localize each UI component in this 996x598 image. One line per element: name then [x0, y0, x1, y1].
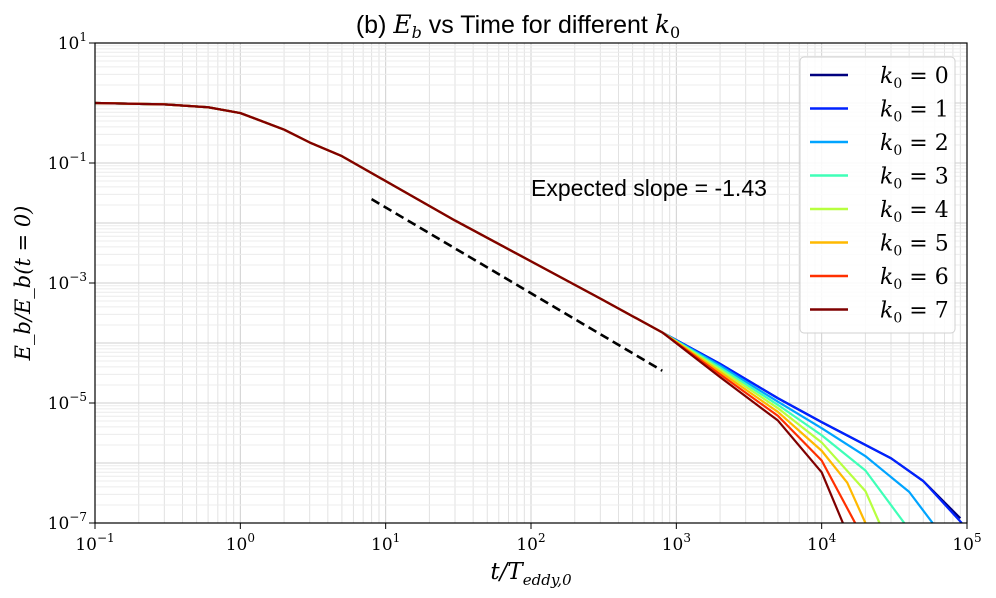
legend-equals: =: [902, 232, 934, 257]
legend-label-k0-0: k0 = 0: [880, 64, 949, 92]
x-tick-label-base: 10: [807, 535, 829, 555]
legend-k-sub: 0: [893, 210, 902, 226]
y-tick-label-exponent: −1: [69, 150, 87, 164]
legend-value: 3: [935, 165, 949, 190]
legend-k: k: [880, 64, 893, 89]
chart-title: (b) Eb vs Time for different k0: [356, 10, 680, 42]
x-tick-label-exponent: 0: [247, 531, 255, 545]
legend-label-k0-2: k0 = 2: [880, 131, 949, 159]
x-tick-label: 10−1: [75, 531, 114, 555]
legend-equals: =: [902, 165, 934, 190]
legend-k-sub: 0: [893, 110, 902, 126]
x-tick-label: 105: [952, 531, 981, 555]
y-tick-label: 10−1: [48, 150, 87, 174]
x-tick-label-base: 10: [75, 535, 97, 555]
expected-slope-line: [370, 198, 663, 372]
legend-equals: =: [902, 131, 934, 156]
y-tick-label-base: 10: [48, 394, 70, 414]
title-prefix: (b): [356, 11, 394, 39]
legend-k-sub: 0: [893, 177, 902, 193]
y-tick-label-exponent: −5: [69, 390, 87, 404]
legend-k: k: [880, 232, 893, 257]
legend-equals: =: [902, 64, 934, 89]
title-k: k: [655, 10, 670, 39]
legend-equals: =: [902, 98, 934, 123]
legend-value: 2: [935, 131, 949, 156]
legend-value: 6: [935, 265, 949, 290]
x-axis-label: t/Teddy,0: [490, 559, 572, 589]
x-tick-label-exponent: 5: [974, 531, 982, 545]
x-tick-label: 100: [226, 531, 255, 555]
title-k-sub: 0: [670, 23, 680, 42]
x-tick-label: 103: [662, 531, 691, 555]
legend-label-k0-3: k0 = 3: [880, 165, 949, 193]
title-var-sub: b: [412, 23, 422, 42]
legend-value: 5: [935, 232, 949, 257]
x-tick-label-base: 10: [516, 535, 538, 555]
title-var: E: [392, 10, 411, 39]
x-tick-label-exponent: 2: [538, 531, 546, 545]
y-tick-label: 10−5: [48, 390, 87, 414]
y-tick-label: 10−3: [48, 270, 87, 294]
grid: [94, 43, 967, 524]
legend-k: k: [880, 165, 893, 190]
legend-label-k0-5: k0 = 5: [880, 232, 949, 260]
legend-k: k: [880, 265, 893, 290]
y-tick-label-base: 10: [48, 154, 70, 174]
x-tick-label: 104: [807, 531, 837, 555]
y-tick-label: 101: [58, 30, 87, 54]
x-tick-label-exponent: 1: [393, 531, 401, 545]
legend-value: 0: [935, 64, 949, 89]
legend-value: 1: [935, 98, 949, 123]
x-tick-label-exponent: −1: [97, 531, 115, 545]
legend-k: k: [880, 98, 893, 123]
legend-label-k0-7: k0 = 7: [880, 299, 949, 327]
x-axis-label-main: t/T: [490, 559, 524, 585]
y-tick-label: 10−7: [48, 510, 87, 534]
legend-k-sub: 0: [893, 143, 902, 159]
x-tick-label-exponent: 3: [683, 531, 691, 545]
legend-k-sub: 0: [893, 244, 902, 260]
legend-k: k: [880, 198, 893, 223]
legend: k0 = 0k0 = 1k0 = 2k0 = 3k0 = 4k0 = 5k0 =…: [799, 56, 956, 334]
legend-box: [799, 56, 956, 334]
y-tick-label-exponent: −3: [69, 270, 87, 284]
legend-k-sub: 0: [893, 311, 902, 327]
y-tick-label-exponent: −7: [69, 510, 87, 524]
expected-slope-label: Expected slope = -1.43: [531, 175, 767, 201]
y-tick-label-base: 10: [58, 34, 80, 54]
legend-label-k0-1: k0 = 1: [880, 98, 949, 126]
legend-k: k: [880, 131, 893, 156]
legend-value: 7: [935, 299, 949, 324]
y-tick-label-exponent: 1: [79, 30, 87, 44]
axis-ticks: 10−1 100 101 102 103 104 10510−710−510−310−110…: [48, 30, 982, 555]
x-tick-label: 102: [516, 531, 545, 555]
title-mid: vs Time for different: [422, 11, 655, 39]
x-tick-label-base: 10: [371, 535, 393, 555]
legend-k-sub: 0: [893, 277, 902, 293]
legend-k-sub: 0: [893, 76, 902, 92]
x-tick-label: 101: [371, 531, 400, 555]
series-line-k0-7: [94, 101, 844, 524]
legend-k: k: [880, 299, 893, 324]
y-tick-label-base: 10: [48, 274, 70, 294]
y-tick-label-base: 10: [48, 514, 70, 534]
x-tick-label-base: 10: [226, 535, 248, 555]
legend-equals: =: [902, 198, 934, 223]
x-axis-label-sub: eddy,0: [523, 571, 572, 589]
x-tick-label-base: 10: [952, 535, 974, 555]
x-tick-label-exponent: 4: [829, 531, 837, 545]
legend-label-k0-4: k0 = 4: [880, 198, 949, 226]
x-tick-label-base: 10: [662, 535, 684, 555]
y-axis-label: E_b/E_b(t = 0): [11, 206, 35, 362]
series-lines: [94, 101, 963, 524]
legend-equals: =: [902, 265, 934, 290]
legend-label-k0-6: k0 = 6: [880, 265, 949, 293]
legend-value: 4: [935, 198, 949, 223]
annotation: Expected slope = -1.43: [370, 175, 767, 372]
legend-equals: =: [902, 299, 934, 324]
